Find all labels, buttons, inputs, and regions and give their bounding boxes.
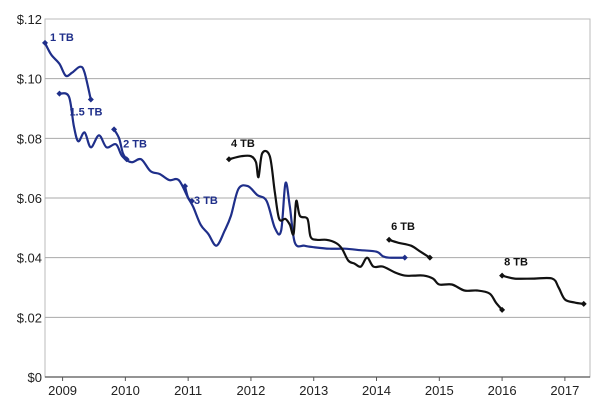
series-line bbox=[113, 128, 128, 161]
y-tick-label: $.10 bbox=[17, 72, 42, 87]
y-tick-label: $.06 bbox=[17, 191, 42, 206]
series-end-marker bbox=[580, 300, 587, 307]
series-end-marker bbox=[188, 197, 195, 204]
series-1-tb bbox=[42, 39, 94, 103]
x-tick-label: 2014 bbox=[362, 383, 391, 398]
y-tick-label: $.04 bbox=[17, 251, 42, 266]
series-3-tb bbox=[182, 183, 195, 204]
series-1-5-tb bbox=[56, 90, 408, 261]
series-end-marker bbox=[182, 183, 189, 190]
x-tick-label: 2012 bbox=[236, 383, 265, 398]
x-tick-label: 2009 bbox=[48, 383, 77, 398]
series-end-marker bbox=[123, 156, 130, 163]
series-line bbox=[227, 149, 504, 311]
y-tick-label: $0 bbox=[28, 370, 42, 385]
series-line bbox=[388, 238, 431, 259]
series-6-tb bbox=[386, 236, 433, 261]
y-tick-label: $.12 bbox=[17, 12, 42, 27]
y-axis: $0 $.02 $.04 $.06 $.08 $.10 $.12 bbox=[17, 12, 42, 385]
series-end-marker bbox=[401, 254, 408, 261]
series-end-marker bbox=[225, 156, 232, 163]
series-line bbox=[43, 41, 92, 101]
series-label: 3 TB bbox=[194, 195, 218, 207]
x-tick-label: 2011 bbox=[174, 383, 202, 398]
series-2-tb bbox=[111, 126, 130, 163]
series-end-marker bbox=[87, 96, 94, 103]
series-end-marker bbox=[386, 236, 393, 243]
y-tick-label: $.08 bbox=[17, 131, 42, 146]
x-tick-label: 2016 bbox=[488, 383, 517, 398]
series-end-marker bbox=[499, 306, 506, 313]
series-label: 8 TB bbox=[504, 257, 528, 269]
series-line bbox=[58, 92, 406, 259]
series-layer bbox=[42, 39, 587, 313]
series-label: 4 TB bbox=[231, 138, 255, 150]
x-tick-label: 2013 bbox=[299, 383, 328, 398]
x-tick-label: 2010 bbox=[111, 383, 140, 398]
series-end-marker bbox=[42, 39, 48, 46]
x-tick-label: 2017 bbox=[550, 383, 579, 398]
series-labels: 1 TB 1.5 TB 2 TB 3 TB 4 TB 6 TB 8 TB bbox=[50, 32, 528, 269]
series-8-tb bbox=[499, 272, 587, 307]
y-tick-label: $.02 bbox=[17, 310, 42, 325]
series-line bbox=[501, 274, 585, 305]
series-label: 6 TB bbox=[391, 221, 415, 233]
series-end-marker bbox=[499, 272, 506, 279]
grid-lines bbox=[45, 78, 590, 318]
series-label: 1.5 TB bbox=[69, 107, 102, 119]
series-4-tb bbox=[225, 149, 506, 313]
series-label: 2 TB bbox=[123, 138, 147, 150]
x-tick-label: 2015 bbox=[425, 383, 454, 398]
series-end-marker bbox=[111, 126, 118, 133]
series-label: 1 TB bbox=[50, 32, 74, 44]
series-end-marker bbox=[426, 254, 433, 261]
x-axis: 2009 2010 2011 2012 2013 2014 2015 2016 2017 bbox=[45, 376, 590, 398]
series-end-marker bbox=[56, 90, 63, 97]
